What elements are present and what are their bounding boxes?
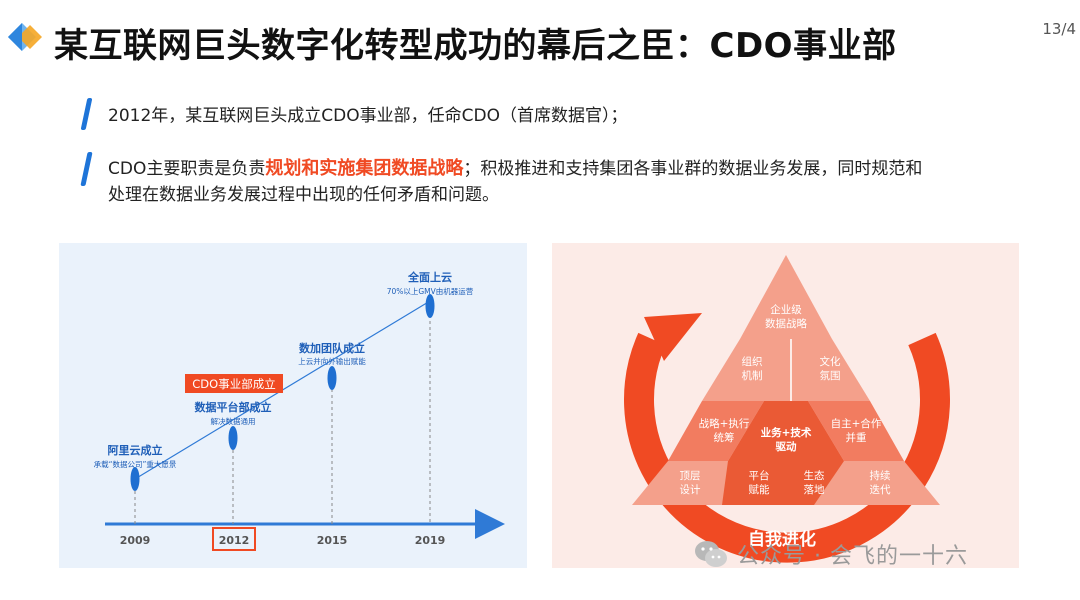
year-label: 2012 [219, 534, 250, 547]
svg-text:机制: 机制 [742, 369, 763, 382]
svg-text:驱动: 驱动 [776, 440, 797, 453]
milestone-subtitle: 上云并向外输出赋能 [298, 356, 366, 366]
svg-text:落地: 落地 [804, 483, 825, 496]
svg-text:统筹: 统筹 [714, 431, 735, 444]
bullet-1-text: 2012年，某互联网巨头成立CDO事业部，任命CDO（首席数据官）； [108, 106, 628, 126]
milestone-subtitle: 承载“数据公司”重大愿景 [94, 459, 177, 469]
svg-text:氛围: 氛围 [820, 369, 841, 382]
milestone-title: 阿里云成立 [108, 443, 163, 457]
svg-text:并重: 并重 [846, 431, 867, 444]
wechat-icon [695, 541, 727, 567]
milestone-marker [130, 467, 140, 491]
bullet-2-text: CDO主要职责是负责规划和实施集团数据战略；积极推进和支持集团各事业群的数据业务… [108, 156, 1068, 208]
page-number: 13/4 [1042, 20, 1076, 38]
svg-text:持续: 持续 [870, 469, 891, 482]
milestone-title: 全面上云 [407, 270, 452, 284]
milestone-title: 数加团队成立 [299, 341, 365, 355]
cdo-tag-label: CDO事业部成立 [192, 377, 275, 391]
svg-text:平台: 平台 [749, 469, 770, 482]
milestone-marker [228, 426, 238, 450]
cdo-tag [185, 374, 283, 393]
watermark: 公众号 · 会飞的一十六 [693, 538, 968, 570]
svg-text:数据战略: 数据战略 [765, 317, 807, 330]
bullet-2-pre: CDO主要职责是负责 [108, 159, 266, 179]
bullet-2-post: ；积极推进和支持集团各事业群的数据业务发展，同时规范和 [463, 159, 923, 179]
svg-text:自主+合作: 自主+合作 [831, 417, 882, 430]
year-label: 2009 [120, 534, 151, 547]
watermark-text: 公众号 · 会飞的一十六 [737, 544, 968, 569]
bullet-2-line2: 处理在数据业务发展过程中出现的任何矛盾和问题。 [108, 185, 499, 205]
year-label: 2019 [415, 534, 446, 547]
svg-text:业务+技术: 业务+技术 [761, 426, 812, 439]
milestone-subtitle: 解决数据通用 [211, 416, 256, 426]
timeline-diagram: 阿里云成立 承载“数据公司”重大愿景 CDO事业部成立 数据平台部成立 解决数据… [94, 270, 505, 551]
milestone-title: 数据平台部成立 [195, 400, 272, 414]
svg-text:生态: 生态 [804, 469, 825, 482]
bullet-2-highlight: 规划和实施集团数据战略 [265, 158, 464, 179]
milestone-marker [327, 366, 337, 390]
svg-text:企业级: 企业级 [770, 303, 802, 316]
pyramid-top [740, 255, 832, 339]
year-highlight-box [212, 527, 256, 551]
cycle-arrow-head [644, 313, 702, 361]
pyramid-diagram: 企业级 数据战略 组织 机制 文化 氛围 战略+执行 统筹 业务+技术 驱动 自… [624, 255, 950, 563]
svg-text:组织: 组织 [742, 355, 763, 368]
pyramid-panel: 企业级 数据战略 组织 机制 文化 氛围 战略+执行 统筹 业务+技术 驱动 自… [552, 243, 1019, 568]
year-label: 2015 [317, 534, 348, 547]
bullet-marker [80, 152, 93, 186]
milestone-marker [425, 294, 435, 318]
svg-text:顶层: 顶层 [680, 470, 701, 482]
pyramid-center [728, 401, 844, 461]
svg-text:设计: 设计 [680, 483, 701, 496]
svg-text:战略+执行: 战略+执行 [699, 417, 750, 430]
milestone-subtitle: 70%以上GMV由机器运营 [387, 286, 474, 296]
logo-icon [8, 23, 42, 51]
timeline-panel: 阿里云成立 承载“数据公司”重大愿景 CDO事业部成立 数据平台部成立 解决数据… [59, 243, 527, 568]
svg-text:赋能: 赋能 [749, 483, 770, 496]
page-title: 某互联网巨头数字化转型成功的幕后之臣：CDO事业部 [54, 26, 897, 66]
svg-text:迭代: 迭代 [870, 484, 891, 496]
cycle-label: 自我进化 [748, 529, 816, 550]
cycle-arrow [624, 332, 950, 563]
svg-text:文化: 文化 [820, 355, 841, 368]
bullet-marker [80, 98, 93, 130]
